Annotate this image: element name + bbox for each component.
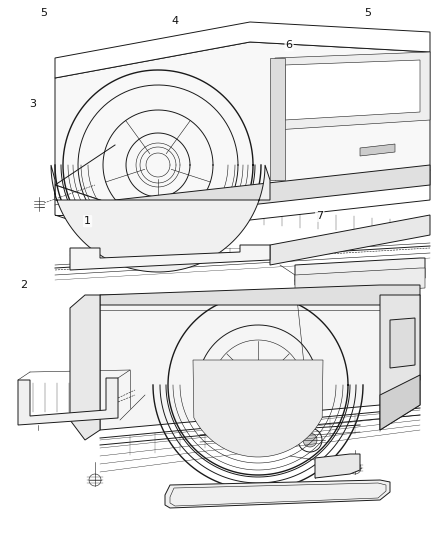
Polygon shape (165, 480, 390, 508)
Polygon shape (115, 165, 430, 220)
Polygon shape (18, 378, 118, 425)
Polygon shape (390, 318, 415, 368)
Text: 6: 6 (286, 41, 293, 50)
Polygon shape (270, 58, 285, 180)
Polygon shape (100, 285, 420, 305)
Polygon shape (380, 375, 420, 430)
Circle shape (298, 428, 322, 452)
Polygon shape (70, 295, 100, 440)
Polygon shape (70, 245, 270, 270)
Polygon shape (315, 454, 360, 478)
Polygon shape (55, 170, 430, 235)
Text: 2: 2 (21, 280, 28, 290)
Polygon shape (270, 215, 430, 265)
Polygon shape (51, 165, 270, 272)
Polygon shape (193, 360, 323, 457)
Circle shape (303, 433, 317, 447)
Text: 5: 5 (40, 9, 47, 18)
Polygon shape (55, 22, 430, 78)
Polygon shape (295, 268, 425, 295)
Polygon shape (275, 52, 430, 130)
Polygon shape (360, 144, 395, 156)
Text: 7: 7 (316, 211, 323, 221)
Polygon shape (100, 295, 420, 430)
Text: 1: 1 (84, 216, 91, 226)
Text: 4: 4 (172, 17, 179, 26)
Polygon shape (55, 42, 430, 205)
Polygon shape (295, 258, 425, 285)
Polygon shape (285, 60, 420, 120)
Polygon shape (380, 295, 420, 430)
Text: 5: 5 (364, 9, 371, 18)
Text: 3: 3 (29, 99, 36, 109)
